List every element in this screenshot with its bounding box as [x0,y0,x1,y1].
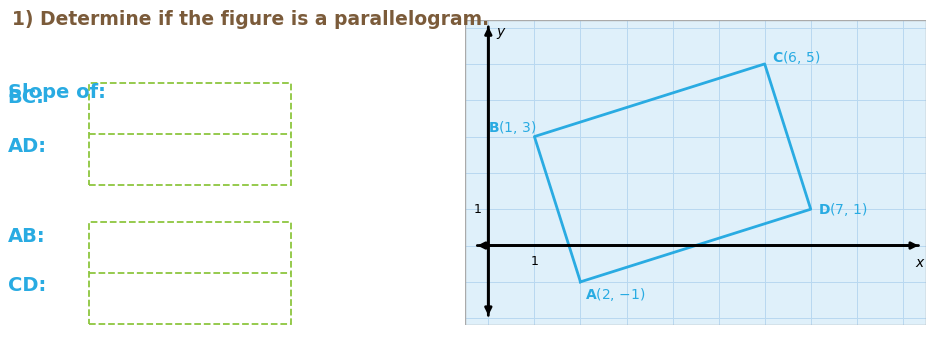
Text: CD:: CD: [8,276,46,295]
Text: x: x [915,256,923,270]
Text: AD:: AD: [8,137,46,156]
Bar [89,222,291,324]
Text: y: y [496,25,505,39]
Text: $\mathbf{B}$(1, 3): $\mathbf{B}$(1, 3) [489,119,537,136]
Bar [89,83,291,185]
Text: Slope of:: Slope of: [8,83,105,102]
Text: $\mathbf{C}$(6, 5): $\mathbf{C}$(6, 5) [772,49,820,66]
Text: $\mathbf{A}$(2, −1): $\mathbf{A}$(2, −1) [585,286,646,303]
Text: BC:: BC: [8,88,44,107]
Text: 1: 1 [530,255,539,267]
Text: 1: 1 [474,203,481,216]
Text: 1) Determine if the figure is a parallelogram.: 1) Determine if the figure is a parallel… [12,10,490,29]
Text: AB:: AB: [8,227,45,246]
Text: $\mathbf{D}$(7, 1): $\mathbf{D}$(7, 1) [818,201,868,218]
